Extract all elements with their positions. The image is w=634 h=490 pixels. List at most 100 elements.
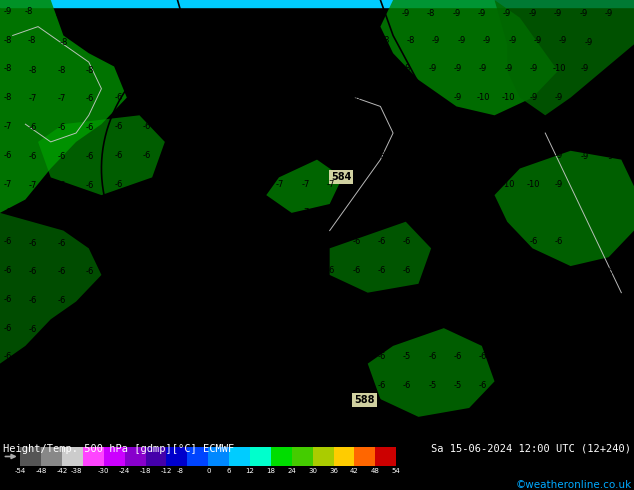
Text: -6: -6 [225, 381, 234, 391]
Text: -6: -6 [172, 122, 181, 131]
Text: -9: -9 [479, 64, 488, 73]
Text: -7: -7 [29, 181, 37, 190]
Polygon shape [0, 213, 101, 364]
Text: -6: -6 [428, 266, 437, 275]
Text: -7: -7 [195, 9, 204, 18]
Text: -9: -9 [428, 93, 437, 102]
Text: -8: -8 [202, 36, 210, 45]
Text: -7: -7 [297, 9, 306, 18]
Text: -9: -9 [503, 9, 512, 18]
Text: -6: -6 [327, 266, 335, 275]
Text: -9: -9 [553, 9, 562, 18]
Text: -7: -7 [116, 36, 125, 45]
Text: -9: -9 [580, 64, 589, 73]
Text: -7: -7 [352, 151, 361, 160]
Text: -6: -6 [115, 295, 124, 304]
Text: -6: -6 [276, 93, 285, 102]
Text: -9: -9 [3, 6, 12, 16]
Text: -10: -10 [476, 151, 490, 160]
Text: -6: -6 [580, 296, 589, 305]
Text: -9: -9 [604, 9, 613, 18]
Text: -6: -6 [327, 237, 335, 246]
Text: -6: -6 [143, 237, 152, 246]
Text: -8: -8 [24, 6, 33, 16]
Text: -8: -8 [278, 36, 287, 45]
Text: -6: -6 [605, 353, 614, 363]
Text: -10: -10 [501, 93, 515, 102]
Text: -8: -8 [271, 9, 280, 18]
Text: -9: -9 [401, 9, 410, 18]
Text: -6: -6 [504, 295, 513, 304]
Text: -30: -30 [98, 467, 110, 474]
Text: -6: -6 [403, 324, 411, 333]
Polygon shape [495, 0, 634, 115]
Text: -6: -6 [3, 352, 12, 362]
Text: -6: -6 [250, 381, 259, 391]
Text: -5: -5 [377, 295, 386, 304]
Text: -6: -6 [225, 151, 234, 160]
Text: -6: -6 [250, 237, 259, 246]
Text: -6: -6 [250, 179, 259, 189]
Text: -9: -9 [605, 151, 614, 161]
Text: -6: -6 [479, 381, 488, 391]
Text: -6: -6 [555, 381, 564, 391]
Text: -8: -8 [301, 64, 310, 73]
Text: -6: -6 [352, 237, 361, 246]
Text: -9: -9 [508, 36, 517, 45]
Text: -6: -6 [115, 266, 124, 275]
Text: -6: -6 [352, 324, 361, 333]
Text: -6: -6 [86, 151, 94, 161]
Text: -9: -9 [529, 122, 538, 131]
Text: -6: -6 [428, 352, 437, 362]
Text: -8: -8 [427, 9, 436, 18]
Text: -8: -8 [377, 151, 386, 160]
Text: -8: -8 [29, 66, 37, 74]
Text: -6: -6 [276, 295, 285, 304]
Text: -8: -8 [403, 122, 411, 131]
Text: -6: -6 [143, 352, 152, 362]
Text: -6: -6 [172, 352, 181, 362]
Text: -7: -7 [377, 208, 386, 218]
Text: -6: -6 [58, 239, 67, 247]
Text: -6: -6 [200, 93, 209, 102]
Text: -6: -6 [403, 237, 411, 246]
Bar [104, 447, 125, 466]
Text: -6: -6 [428, 237, 437, 246]
Text: -7: -7 [327, 122, 335, 131]
Text: -8: -8 [27, 36, 36, 45]
Text: -7: -7 [113, 13, 122, 22]
Text: -10: -10 [552, 64, 566, 73]
Text: -6: -6 [58, 324, 67, 334]
Text: -9: -9 [529, 64, 538, 73]
Text: -6: -6 [580, 267, 589, 276]
Bar [41, 447, 62, 466]
Bar [229, 447, 250, 466]
Text: -6: -6 [276, 122, 285, 131]
Text: -8: -8 [3, 36, 12, 45]
Text: -5: -5 [428, 381, 437, 391]
Text: -6: -6 [225, 266, 234, 275]
Polygon shape [330, 221, 431, 293]
Text: -7: -7 [301, 93, 310, 102]
Text: -6: -6 [479, 324, 488, 333]
Text: -6: -6 [200, 122, 209, 131]
Text: -6: -6 [479, 266, 488, 275]
Text: -6: -6 [479, 295, 488, 304]
Text: -9: -9 [528, 9, 537, 18]
Text: -8: -8 [246, 9, 255, 18]
Text: -6: -6 [143, 93, 152, 102]
Text: -9: -9 [482, 36, 491, 45]
Text: -9: -9 [452, 9, 461, 18]
Text: -10: -10 [527, 179, 541, 189]
Text: -8: -8 [403, 64, 411, 73]
Text: -6: -6 [86, 296, 94, 305]
Text: -7: -7 [301, 122, 310, 131]
Bar [313, 447, 333, 466]
Text: -6: -6 [58, 209, 67, 218]
Text: -6: -6 [200, 381, 209, 391]
Text: -6: -6 [143, 266, 152, 275]
Text: -6: -6 [352, 352, 361, 362]
Text: -9: -9 [580, 123, 589, 132]
Text: 42: 42 [350, 467, 359, 474]
Text: -6: -6 [301, 266, 310, 275]
